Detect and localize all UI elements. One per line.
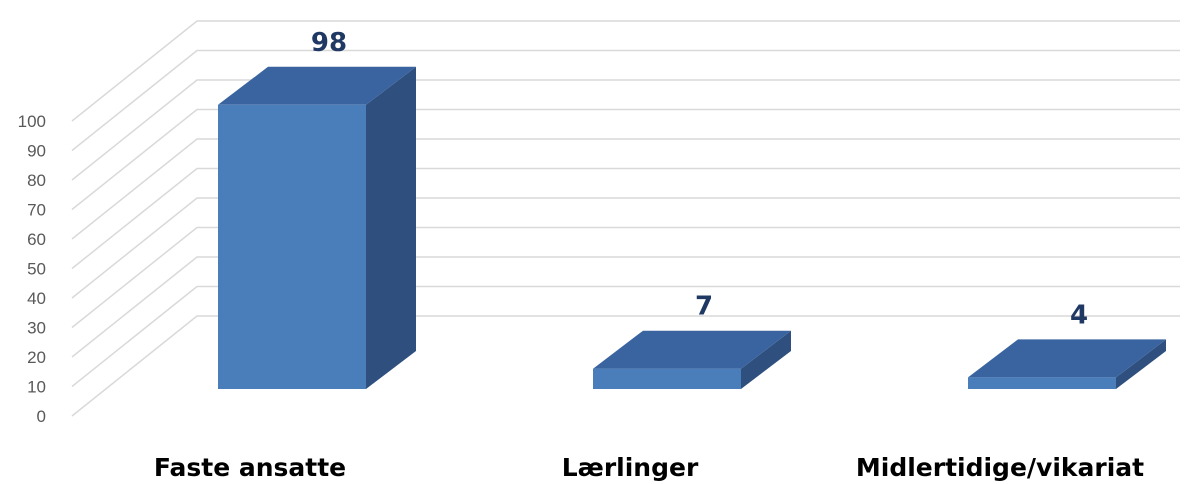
gridline <box>71 226 1180 329</box>
y-tick-label: 10 <box>27 378 46 397</box>
category-label: Faste ansatte <box>154 453 346 482</box>
gridlines <box>71 20 1180 417</box>
bar-front <box>218 104 366 390</box>
gridline <box>71 256 1180 358</box>
y-tick-label: 50 <box>27 260 46 279</box>
data-label: 7 <box>695 292 713 322</box>
bar-top <box>968 339 1166 378</box>
gridline <box>71 285 1180 388</box>
y-tick-label: 100 <box>18 112 46 131</box>
y-tick-label: 40 <box>27 289 46 308</box>
gridline <box>71 108 1180 211</box>
data-label: 4 <box>1070 300 1088 330</box>
gridline <box>71 49 1180 152</box>
bar-side <box>1116 339 1166 389</box>
bar-front <box>593 368 741 389</box>
bar-top <box>593 330 791 369</box>
bar-top <box>218 66 416 105</box>
bar-1 <box>218 66 416 390</box>
gridline <box>71 315 1180 417</box>
bars <box>218 66 1166 390</box>
y-tick-label: 60 <box>27 230 46 249</box>
y-tick-label: 30 <box>27 319 46 338</box>
bar-side <box>366 66 416 390</box>
category-label: Midlertidige/vikariat <box>856 453 1144 482</box>
bar-side <box>741 330 791 389</box>
gridline <box>71 167 1180 270</box>
labels: 98 Faste ansatte 7 Lærlinger 4 Midlertidige/v… <box>154 28 1144 482</box>
y-axis-ticks: 0 10 20 30 40 50 60 70 80 90 100 <box>18 112 46 426</box>
y-tick-label: 0 <box>37 407 46 426</box>
bar-2 <box>593 330 791 389</box>
gridline <box>71 197 1180 299</box>
y-tick-label: 90 <box>27 142 46 161</box>
bar-front <box>968 377 1116 389</box>
y-tick-label: 80 <box>27 171 46 190</box>
y-tick-label: 20 <box>27 348 46 367</box>
gridline <box>71 138 1180 240</box>
y-tick-label: 70 <box>27 201 46 220</box>
gridline <box>71 79 1180 181</box>
category-label: Lærlinger <box>562 453 699 482</box>
bar-3 <box>968 339 1166 389</box>
gridline <box>71 20 1180 122</box>
data-label: 98 <box>311 28 347 58</box>
